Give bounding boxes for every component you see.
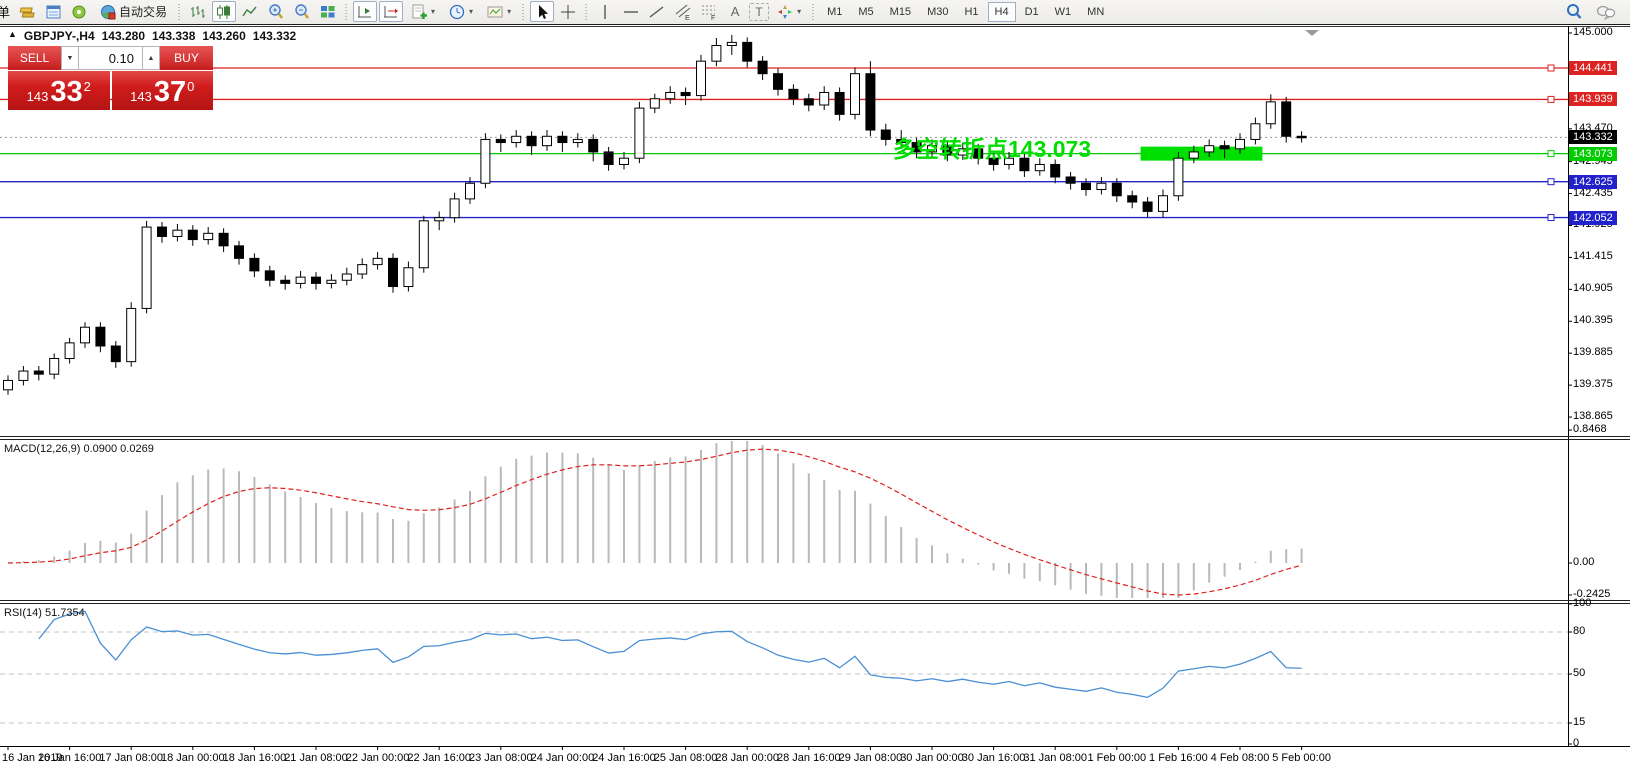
close-value: 143.332 (252, 29, 297, 43)
chart-ohlc-header: ▲ GBPJPY-,H4 143.280 143.338 143.260 143… (8, 29, 296, 43)
bar-chart-type-icon[interactable] (186, 1, 210, 22)
dropdown-caret-icon: ▾ (797, 7, 802, 16)
autotrading-label: 自动交易 (119, 5, 168, 19)
buy-price-point: 0 (187, 79, 195, 94)
buy-price-pips: 37 (153, 76, 187, 108)
auto-scroll-icon[interactable] (379, 1, 404, 22)
dropdown-caret-icon: ▾ (431, 7, 436, 16)
chart-shift-marker[interactable] (1305, 30, 1319, 36)
support-line-2-handle[interactable] (1547, 214, 1555, 222)
main-toolbar: 单 自动交易 (0, 0, 1630, 25)
tf-h1[interactable]: H1 (957, 2, 985, 22)
tf-m15[interactable]: M15 (883, 2, 918, 22)
new-order-button[interactable]: 单 (0, 5, 11, 20)
chart-profile-icon[interactable] (16, 1, 40, 22)
buy-price-display[interactable]: 143 37 0 (111, 71, 213, 110)
cursor-icon[interactable] (530, 1, 555, 22)
tf-h4[interactable]: H4 (987, 1, 1016, 22)
toolbar-grip (344, 3, 350, 20)
macd-indicator-label: MACD(12,26,9) 0.0900 0.0269 (4, 443, 154, 455)
tf-d1[interactable]: D1 (1018, 2, 1046, 22)
volume-increase-button[interactable]: ▲ (142, 46, 160, 70)
dropdown-caret-icon: ▾ (469, 7, 474, 16)
candlestick-chart-type-icon[interactable] (212, 1, 237, 22)
template-button[interactable]: ▾ (481, 1, 517, 22)
volume-input[interactable] (79, 46, 142, 70)
resistance-line-1-handle[interactable] (1547, 64, 1555, 72)
chat-icon[interactable] (1594, 1, 1618, 22)
sell-price-pips: 33 (50, 76, 83, 108)
buy-price-prefix: 143 (130, 89, 152, 104)
tf-w1[interactable]: W1 (1048, 2, 1079, 22)
rsi-line (38, 610, 1302, 699)
arrows-tool-icon[interactable]: ▾ (771, 1, 807, 22)
pivot-line-handle[interactable] (1547, 150, 1555, 158)
low-value: 143.260 (202, 29, 246, 43)
candlestick-series (3, 34, 1307, 395)
vertical-line-tool-icon[interactable] (593, 1, 617, 22)
tile-windows-icon[interactable] (316, 1, 340, 22)
svg-text:F: F (711, 15, 715, 21)
tf-m5[interactable]: M5 (851, 2, 880, 22)
buy-button[interactable]: BUY (160, 46, 213, 70)
period-button[interactable]: ▾ (443, 1, 479, 22)
support-line-1-handle[interactable] (1547, 178, 1555, 186)
channel-tool-icon[interactable]: E (671, 1, 695, 22)
toolbar-grip (177, 3, 183, 20)
chart-area: ▲ GBPJPY-,H4 143.280 143.338 143.260 143… (0, 26, 1630, 774)
tf-m30[interactable]: M30 (920, 2, 955, 22)
search-icon[interactable] (1562, 1, 1586, 22)
dropdown-caret-icon: ▾ (507, 7, 512, 16)
horizontal-line-tool-icon[interactable] (619, 1, 643, 22)
signal-icon[interactable] (68, 1, 92, 22)
tf-mn[interactable]: MN (1080, 2, 1111, 22)
sell-price-display[interactable]: 143 33 2 (8, 71, 110, 110)
zoom-in-icon[interactable] (264, 1, 288, 22)
symbol-direction-icon: ▲ (8, 29, 17, 39)
toolbar-grip (521, 3, 527, 20)
line-chart-type-icon[interactable] (238, 1, 262, 22)
symbol-label: GBPJPY-,H4 (23, 29, 95, 43)
chart-shift-icon[interactable] (353, 1, 378, 22)
toolbar-grip (584, 3, 590, 20)
svg-text:E: E (685, 15, 690, 21)
new-chart-button[interactable]: ▾ (405, 1, 441, 22)
toolbar-grip (811, 3, 817, 20)
crosshair-icon[interactable] (556, 1, 580, 22)
pivot-highlight-zone (1140, 146, 1263, 161)
market-watch-icon[interactable] (42, 1, 66, 22)
rsi-pane (38, 610, 1302, 699)
rsi-indicator-label: RSI(14) 51.7354 (4, 607, 85, 619)
sell-price-point: 2 (83, 79, 91, 94)
high-value: 143.338 (152, 29, 196, 43)
autotrading-button[interactable]: 自动交易 (94, 1, 173, 22)
sell-price-prefix: 143 (26, 89, 49, 104)
resistance-line-2-handle[interactable] (1547, 95, 1555, 103)
volume-decrease-button[interactable]: ▼ (61, 46, 79, 70)
pivot-annotation-text: 多空转折点143.073 (893, 136, 1092, 162)
macd-signal-line (7, 448, 1302, 596)
chart-canvas[interactable] (0, 26, 1630, 774)
label-tool-icon[interactable]: T (749, 2, 770, 21)
fibonacci-tool-icon[interactable]: F (697, 1, 721, 22)
tf-m1[interactable]: M1 (820, 2, 849, 22)
sell-button[interactable]: SELL (8, 46, 61, 70)
text-tool-icon[interactable]: A (730, 4, 740, 19)
open-value: 143.280 (101, 29, 146, 43)
zoom-out-icon[interactable] (290, 1, 314, 22)
trendline-tool-icon[interactable] (645, 1, 669, 22)
macd-pane (7, 441, 1303, 598)
